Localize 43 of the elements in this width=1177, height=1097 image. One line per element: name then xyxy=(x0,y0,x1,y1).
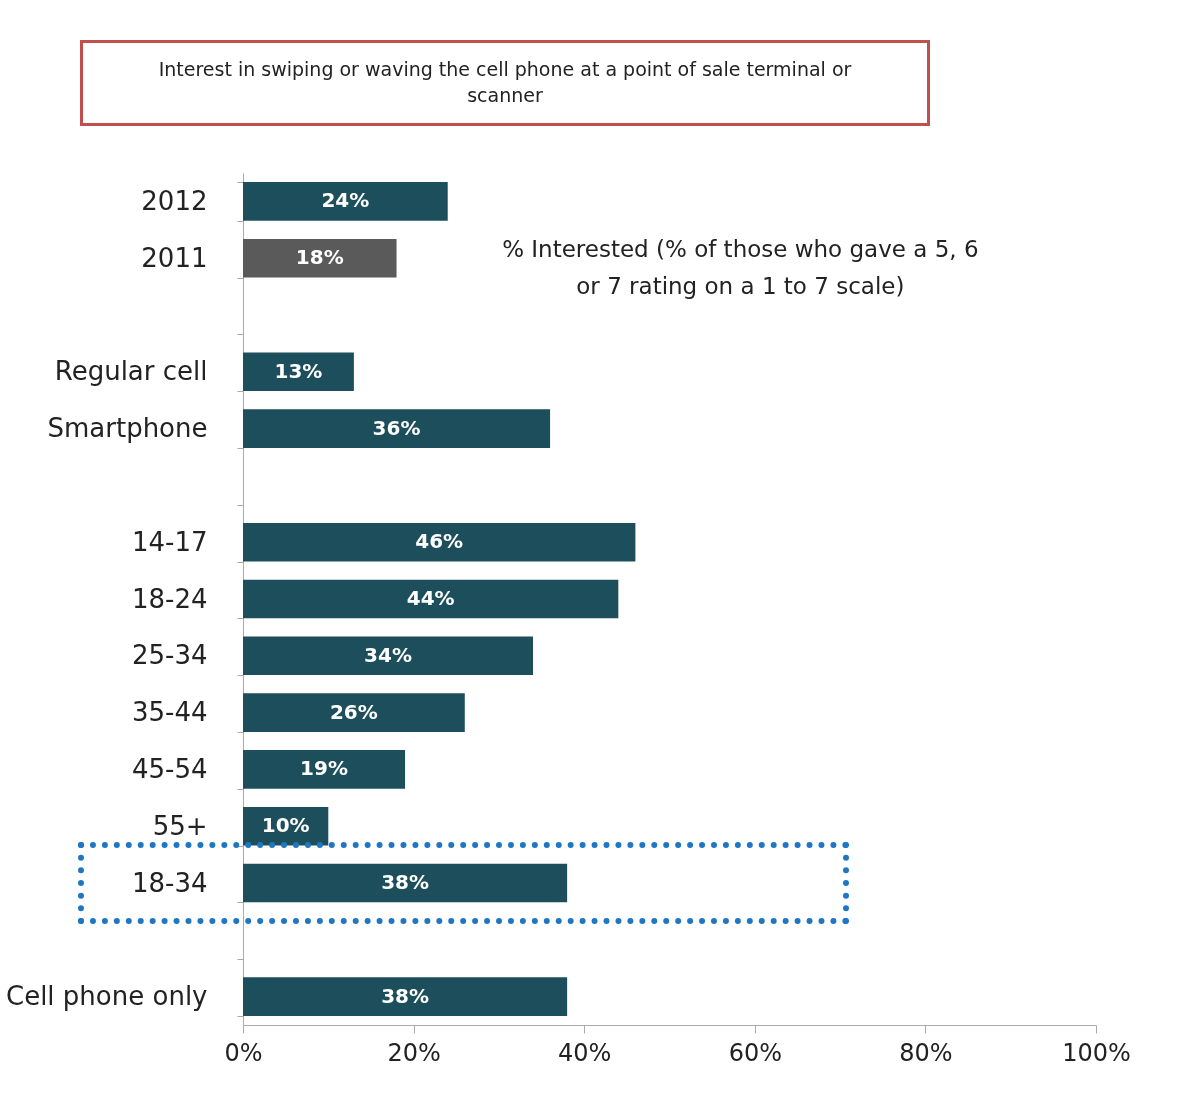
chart-title: Interest in swiping or waving the cell phone at a point of sale terminal or scanner xyxy=(80,40,930,126)
y-tick-label: Cell phone only xyxy=(6,981,208,1012)
bar xyxy=(243,352,354,392)
y-tick-label: 18-34 xyxy=(131,867,208,898)
x-tick-label: 20% xyxy=(387,1038,441,1067)
bar xyxy=(243,238,397,278)
y-tick-label: 25-34 xyxy=(131,640,208,671)
y-tick-label: 18-24 xyxy=(131,583,208,614)
data-label: 18% xyxy=(295,245,344,270)
bar xyxy=(243,522,636,562)
x-tick-label: 80% xyxy=(899,1038,953,1067)
y-tick-label: 2012 xyxy=(141,185,208,216)
data-label: 13% xyxy=(274,358,323,383)
bar xyxy=(243,409,551,448)
x-tick-label: 100% xyxy=(1062,1038,1131,1067)
bar xyxy=(243,750,406,789)
y-tick-label: 45-54 xyxy=(131,753,208,784)
data-label: 44% xyxy=(406,586,455,610)
y-tick-label: 55+ xyxy=(152,810,208,841)
annotation: % Interested (% of those who gave a 5, 6 or 7 rating on a 1 to 7 scale) xyxy=(501,234,980,301)
bar xyxy=(243,182,448,221)
bar xyxy=(243,693,465,732)
data-label: 10% xyxy=(261,813,310,838)
data-label: 46% xyxy=(415,529,464,554)
x-tick-label: 0% xyxy=(224,1038,263,1067)
y-tick-label: Smartphone xyxy=(47,413,208,444)
y-tick-label: 14-17 xyxy=(131,526,208,557)
bar xyxy=(243,579,619,619)
x-tick-label: 60% xyxy=(728,1038,782,1067)
data-label: 38% xyxy=(381,870,430,894)
data-label: 24% xyxy=(321,188,370,213)
bar xyxy=(243,636,534,676)
data-label: 26% xyxy=(329,699,378,724)
data-label: 34% xyxy=(364,642,412,667)
data-label: 38% xyxy=(381,983,430,1008)
y-tick-label: 2011 xyxy=(141,242,208,273)
y-tick-label: 35-44 xyxy=(131,697,208,728)
y-tick-label: Regular cell xyxy=(54,356,208,387)
bar xyxy=(243,863,568,903)
data-label: 19% xyxy=(300,756,348,781)
x-tick-label: 40% xyxy=(558,1038,612,1067)
data-label: 36% xyxy=(372,415,421,440)
bar xyxy=(243,977,568,1016)
